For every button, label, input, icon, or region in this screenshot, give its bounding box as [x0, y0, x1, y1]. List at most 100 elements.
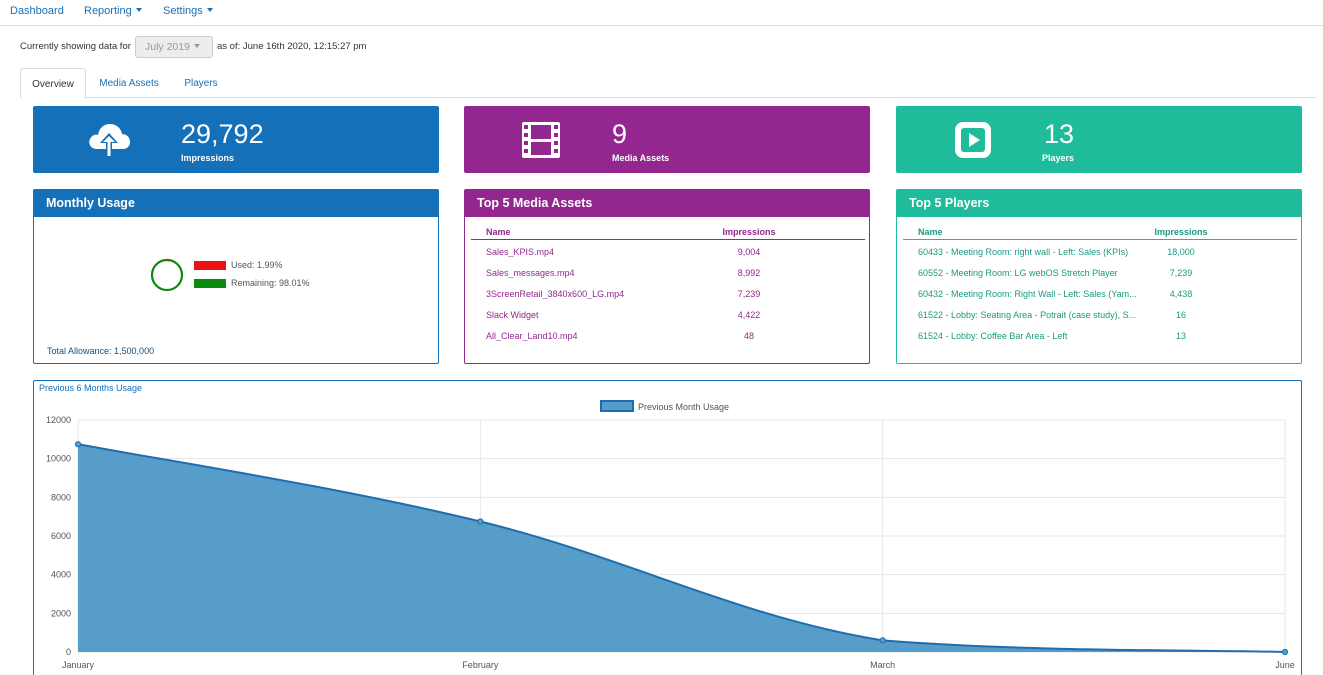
top-media-title: Top 5 Media Assets [465, 190, 869, 217]
players-stat: 13 Players [896, 106, 1302, 173]
y-tick-label: 12000 [46, 415, 71, 425]
play-square-icon [955, 122, 991, 158]
y-tick-label: 0 [66, 647, 71, 657]
table-row: Sales_KPIS.mp4 9,004 [471, 240, 865, 261]
y-tick-label: 8000 [51, 492, 71, 502]
previous-months-chart-panel: Previous 6 Months Usage 0 2000 4000 6000 800… [33, 380, 1302, 675]
media-assets-count: 9 [612, 119, 628, 149]
tab-bar: Overview Media Assets Players [20, 68, 1316, 99]
top-media-table: Name Impressions Sales_KPIS.mp4 9,004 Sal… [471, 225, 865, 345]
top-players-table: Name Impressions 60433 - Meeting Room: r… [903, 225, 1297, 345]
nav-settings[interactable]: Settings [163, 5, 213, 17]
x-tick-label: June [1275, 660, 1295, 670]
monthly-usage-title: Monthly Usage [34, 190, 438, 217]
table-row: 3ScreenRetail_3840x600_LG.mp4 7,239 [471, 282, 865, 303]
top-nav: Dashboard Reporting Settings [0, 0, 1323, 26]
media-name: Sales_KPIS.mp4 [486, 247, 555, 257]
showing-data-label: Currently showing data for [20, 41, 131, 52]
as-of-timestamp: as of: June 16th 2020, 12:15:27 pm [217, 41, 367, 52]
film-icon [522, 122, 560, 158]
series-line-previous-month-usage [77, 443, 1286, 653]
media-name: Slack Widget [486, 310, 539, 320]
nav-dashboard[interactable]: Dashboard [10, 5, 64, 17]
player-name: 60432 - Meeting Room: Right Wall - Left:… [918, 289, 1137, 299]
table-row: 60433 - Meeting Room: right wall - Left:… [903, 240, 1297, 261]
cloud-upload-icon [89, 124, 130, 157]
chevron-down-icon [206, 8, 213, 12]
impressions-count: 29,792 [181, 119, 264, 149]
players-count: 13 [1044, 119, 1075, 149]
top-players-title: Top 5 Players [897, 190, 1301, 217]
table-row: 61522 - Lobby: Seating Area - Potrait (c… [903, 303, 1297, 324]
tab-media-assets[interactable]: Media Assets [99, 78, 159, 89]
data-point [74, 441, 82, 448]
x-tick-label: January [62, 660, 95, 670]
x-tick-label: February [462, 660, 499, 670]
monthly-usage-panel: Monthly Usage Used: 1.99% Remaining: 98.… [33, 189, 439, 364]
media-impressions: 8,992 [737, 268, 761, 278]
total-allowance: Total Allowance: 1,500,000 [47, 346, 155, 356]
chart-title: Previous 6 Months Usage [39, 383, 143, 393]
table-row: Slack Widget 4,422 [471, 303, 865, 324]
player-impressions: 4,438 [1169, 289, 1193, 299]
chevron-down-icon [135, 8, 142, 12]
table-row: 60432 - Meeting Room: Right Wall - Left:… [903, 282, 1297, 303]
top-media-panel: Top 5 Media Assets Name Impressions Sale… [464, 189, 870, 364]
x-tick-label: March [870, 660, 895, 670]
table-header: Name Impressions [471, 225, 865, 240]
table-row: 61524 - Lobby: Coffee Bar Area - Left 13 [903, 324, 1297, 345]
media-name: 3ScreenRetail_3840x600_LG.mp4 [486, 289, 625, 299]
month-select[interactable]: July 2019 [135, 36, 213, 58]
top-players-panel: Top 5 Players Name Impressions 60433 - M… [896, 189, 1302, 364]
col-impressions-header: Impressions [722, 227, 776, 237]
usage-donut [150, 258, 184, 292]
legend-remaining-swatch [194, 279, 226, 288]
data-point [1281, 648, 1289, 656]
legend-swatch [600, 400, 634, 412]
table-row: 60552 - Meeting Room: LG webOS Stretch P… [903, 261, 1297, 282]
media-impressions: 48 [743, 331, 754, 341]
impressions-stat: 29,792 Impressions [33, 106, 439, 173]
y-tick-label: 10000 [46, 454, 71, 464]
series-area-previous-month-usage [78, 444, 1285, 652]
player-name: 60433 - Meeting Room: right wall - Left:… [918, 247, 1129, 257]
nav-settings-label: Settings [163, 5, 203, 17]
table-header: Name Impressions [903, 225, 1297, 240]
player-impressions: 13 [1175, 331, 1186, 341]
table-row: Sales_messages.mp4 8,992 [471, 261, 865, 282]
col-name-header: Name [918, 227, 943, 237]
y-tick-label: 2000 [51, 608, 71, 618]
data-point [879, 637, 886, 644]
legend-remaining-label: Remaining: 98.01% [231, 278, 310, 288]
y-tick-label: 4000 [51, 570, 71, 580]
media-name: Sales_messages.mp4 [486, 268, 575, 278]
media-assets-stat: 9 Media Assets [464, 106, 870, 173]
usage-area-chart: 0 2000 4000 6000 8000 10000 12000 January Februa… [46, 400, 1295, 670]
nav-reporting[interactable]: Reporting [84, 5, 142, 17]
legend-used-label: Used: 1.99% [231, 260, 283, 270]
impressions-caption: Impressions [181, 153, 235, 163]
player-impressions: 16 [1175, 310, 1186, 320]
chevron-down-icon [193, 44, 200, 48]
nav-reporting-label: Reporting [84, 5, 132, 17]
media-assets-caption: Media Assets [612, 153, 670, 163]
player-name: 61524 - Lobby: Coffee Bar Area - Left [918, 331, 1068, 341]
tab-players[interactable]: Players [184, 78, 218, 89]
players-caption: Players [1042, 153, 1075, 163]
col-impressions-header: Impressions [1154, 227, 1208, 237]
y-tick-label: 6000 [51, 531, 71, 541]
tab-overview[interactable]: Overview [20, 68, 86, 99]
data-point [477, 518, 484, 525]
media-impressions: 9,004 [737, 247, 761, 257]
player-impressions: 7,239 [1169, 268, 1193, 278]
media-impressions: 4,422 [737, 310, 761, 320]
player-name: 61522 - Lobby: Seating Area - Potrait (c… [918, 310, 1137, 320]
legend-label: Previous Month Usage [638, 402, 729, 412]
legend-used-swatch [194, 261, 226, 270]
col-name-header: Name [486, 227, 511, 237]
table-row: All_Clear_Land10.mp4 48 [471, 324, 865, 345]
media-name: All_Clear_Land10.mp4 [486, 331, 578, 341]
player-impressions: 18,000 [1167, 247, 1195, 257]
player-name: 60552 - Meeting Room: LG webOS Stretch P… [918, 268, 1118, 278]
month-select-value: July 2019 [145, 41, 190, 53]
